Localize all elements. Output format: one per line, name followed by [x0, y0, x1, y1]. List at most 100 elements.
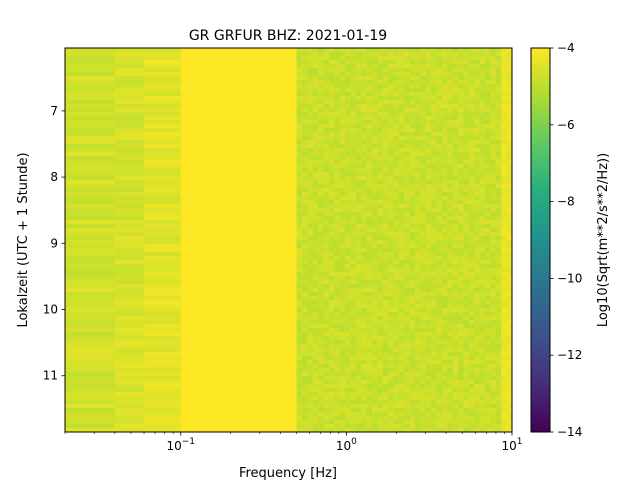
heatmap-cell [312, 324, 319, 329]
heatmap-cell [323, 408, 330, 413]
heatmap-cell [296, 124, 303, 129]
heatmap-cell [350, 68, 357, 73]
heatmap-cell [490, 132, 497, 137]
heatmap-cell [382, 308, 389, 313]
heatmap-cell [318, 164, 324, 169]
heatmap-cell [431, 248, 437, 253]
colorbar-tick-label: −8 [557, 195, 575, 209]
heatmap-cell [334, 364, 341, 369]
heatmap-cell [296, 212, 303, 217]
heatmap-cell [382, 348, 389, 353]
heatmap-cell [180, 204, 297, 209]
heatmap-cell [345, 292, 351, 297]
heatmap-cell [144, 184, 182, 189]
heatmap-cell [371, 184, 378, 189]
heatmap-cell [371, 416, 378, 421]
heatmap-cell [114, 56, 145, 61]
heatmap-cell [312, 104, 319, 109]
heatmap-cell [506, 272, 513, 277]
heatmap-cell [388, 84, 394, 89]
heatmap-cell [114, 336, 145, 341]
heatmap-cell [377, 264, 384, 269]
heatmap-cell [441, 180, 448, 185]
heatmap-cell [361, 392, 367, 397]
heatmap-cell [501, 364, 508, 369]
heatmap-cell [458, 96, 464, 101]
heatmap-cell [485, 88, 491, 93]
heatmap-cell [452, 124, 459, 129]
heatmap-cell [447, 264, 454, 269]
heatmap-cell [301, 124, 308, 129]
heatmap-cell [441, 264, 448, 269]
heatmap-cell [371, 424, 378, 429]
heatmap-cell [452, 292, 459, 297]
heatmap-cell [361, 308, 367, 313]
heatmap-cell [328, 92, 335, 97]
heatmap-cell [65, 208, 116, 213]
heatmap-cell [323, 164, 330, 169]
heatmap-cell [355, 176, 362, 181]
heatmap-cell [312, 112, 319, 117]
heatmap-cell [447, 92, 454, 97]
heatmap-cell [458, 52, 464, 57]
heatmap-cell [506, 140, 513, 145]
heatmap-cell [388, 288, 394, 293]
heatmap-cell [479, 324, 486, 329]
heatmap-cell [307, 224, 314, 229]
heatmap-cell [474, 388, 481, 393]
heatmap-cell [323, 368, 330, 373]
heatmap-cell [355, 312, 362, 317]
heatmap-cell [441, 156, 448, 161]
heatmap-cell [361, 100, 367, 105]
heatmap-cell [318, 364, 324, 369]
heatmap-cell [377, 416, 384, 421]
heatmap-cell [65, 136, 116, 141]
heatmap-cell [479, 64, 486, 69]
heatmap-cell [404, 264, 411, 269]
heatmap-cell [307, 264, 314, 269]
colorbar-tick-label: −4 [557, 41, 575, 55]
heatmap-cell [334, 212, 341, 217]
heatmap-cell [301, 224, 308, 229]
heatmap-cell [468, 392, 475, 397]
heatmap-cell [377, 360, 384, 365]
heatmap-cell [485, 260, 491, 265]
heatmap-cell [415, 268, 421, 273]
heatmap-cell [431, 76, 437, 81]
heatmap-cell [485, 284, 491, 289]
heatmap-cell [447, 168, 454, 173]
heatmap-cell [409, 296, 416, 301]
heatmap-cell [318, 264, 324, 269]
heatmap-cell [377, 68, 384, 73]
heatmap-cell [350, 296, 357, 301]
heatmap-cell [409, 320, 416, 325]
heatmap-cell [377, 424, 384, 429]
heatmap-cell [350, 156, 357, 161]
heatmap-cell [506, 288, 513, 293]
heatmap-cell [328, 336, 335, 341]
heatmap-cell [458, 388, 464, 393]
heatmap-cell [318, 64, 324, 69]
heatmap-cell [345, 88, 351, 93]
heatmap-cell [361, 328, 367, 333]
heatmap-cell [468, 252, 475, 257]
heatmap-cell [388, 132, 394, 137]
heatmap-cell [114, 100, 145, 105]
heatmap-cell [452, 108, 459, 113]
heatmap-cell [409, 388, 416, 393]
heatmap-cell [345, 140, 351, 145]
heatmap-cell [431, 416, 437, 421]
heatmap-cell [425, 120, 432, 125]
heatmap-cell [366, 132, 373, 137]
heatmap-cell [323, 380, 330, 385]
heatmap-cell [468, 408, 475, 413]
heatmap-cell [382, 180, 389, 185]
heatmap-cell [323, 404, 330, 409]
heatmap-cell [301, 176, 308, 181]
heatmap-cell [420, 100, 427, 105]
heatmap-cell [388, 316, 394, 321]
heatmap-cell [420, 336, 427, 341]
heatmap-cell [458, 244, 464, 249]
heatmap-cell [65, 252, 116, 257]
heatmap-cell [458, 224, 464, 229]
